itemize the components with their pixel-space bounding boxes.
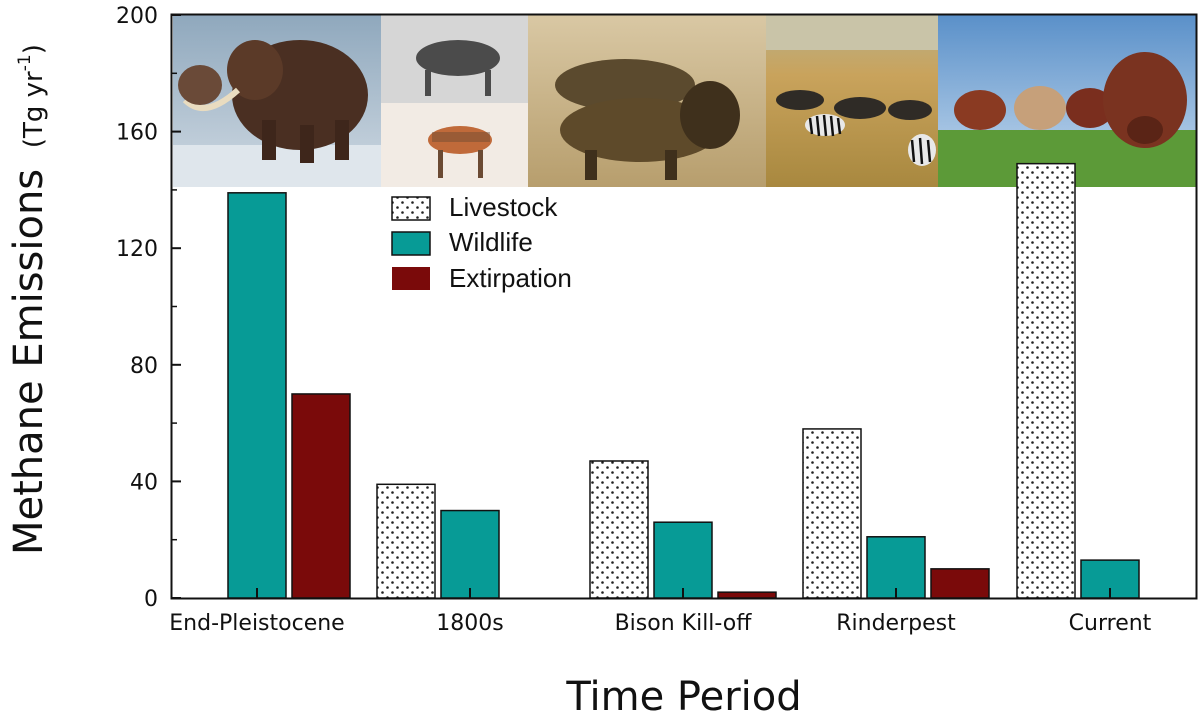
photo-strip [173,15,1196,187]
bar-wildlife-end-pleistocene [227,192,287,599]
x-tick-label-current: Current [1069,611,1152,636]
y-axis-title-main: Methane Emissions [6,169,52,555]
legend: Livestock Wildlife Extirpation [391,192,572,293]
legend-label-livestock: Livestock [449,192,558,222]
cattle-photo [938,15,1196,187]
bar-livestock-rinderpest [802,428,862,599]
x-tick-label-rinderpest: Rinderpest [836,611,956,636]
bar-extirpation-end-pleistocene [291,393,351,599]
aurochs-and-quagga-photo [381,15,528,187]
bar-wildlife-bison-kill-off [653,521,713,599]
y-tick-label: 40 [130,470,158,495]
y-tick-label: 160 [116,121,158,146]
bar-livestock-bison-kill-off [589,460,649,599]
y-tick-label: 80 [130,354,158,379]
legend-swatch-wildlife [391,231,431,256]
bar-wildlife-1800s [440,509,500,599]
y-axis-title: Methane Emissions (Tg yr-1) [6,44,52,555]
x-axis: End-Pleistocene 1800s Bison Kill-off Rinder… [169,588,1152,636]
y-tick-label: 120 [116,237,158,262]
bar-wildlife-rinderpest [866,536,926,599]
legend-label-wildlife: Wildlife [449,227,533,257]
bar-livestock-current [1016,162,1076,599]
y-tick-label: 0 [144,587,158,612]
y-axis-title-unit: (Tg yr [19,71,49,148]
legend-item-extirpation: Extirpation [392,263,572,293]
legend-label-extirpation: Extirpation [449,263,572,293]
x-axis-title: Time Period [565,674,801,719]
svg-text:Methane Emissions (Tg yr: Methane Emissions (Tg yr-1) [6,44,52,555]
woolly-mammoth-photo [173,15,381,187]
legend-swatch-livestock [391,196,431,221]
y-axis-title-unit-close: ) [19,44,49,54]
y-tick-label: 200 [116,4,158,29]
bar-extirpation-rinderpest [930,568,990,599]
x-tick-label-bison-kill-off: Bison Kill-off [615,611,753,636]
legend-swatch-extirpation [392,267,430,290]
bars [227,162,1140,599]
x-tick-label-1800s: 1800s [436,611,503,636]
bison-photo [528,15,766,187]
y-axis-title-unit-exponent: -1 [15,54,35,71]
bar-livestock-1800s [376,483,436,599]
bar-extirpation-bison-kill-off [717,591,777,599]
legend-item-wildlife: Wildlife [391,227,533,257]
x-tick-label-end-pleistocene: End-Pleistocene [169,611,344,636]
wildebeest-zebra-herd-photo [766,15,938,187]
y-axis: 0 40 80 120 160 200 [116,4,181,612]
legend-item-livestock: Livestock [391,192,558,222]
